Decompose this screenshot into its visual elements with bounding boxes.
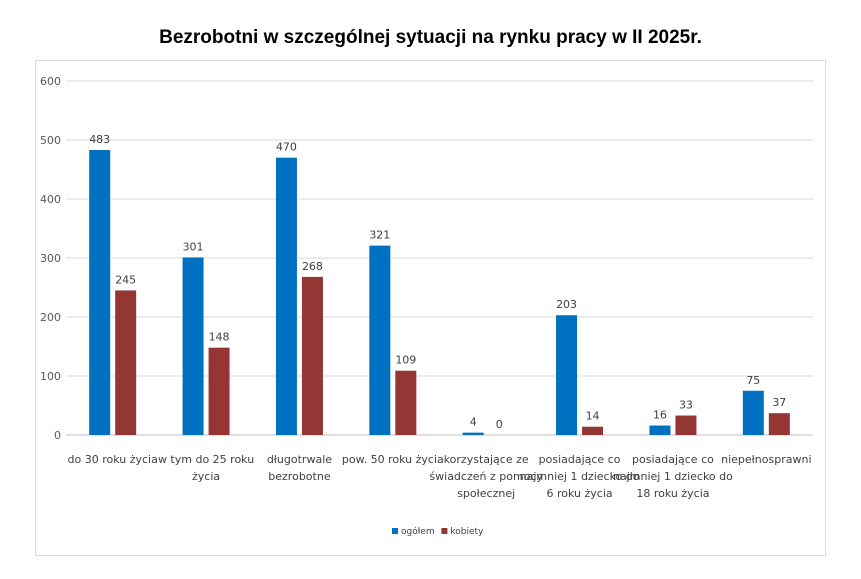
- category-label-line: pow. 50 roku życia: [342, 453, 444, 466]
- bar-kobiety: [582, 426, 604, 435]
- legend-label: ogółem: [401, 526, 435, 537]
- bar-ogółem: [742, 390, 764, 435]
- data-label: 268: [302, 260, 323, 273]
- data-label: 33: [679, 399, 693, 412]
- y-tick-label: 200: [40, 311, 61, 324]
- data-label: 483: [89, 133, 110, 146]
- bar-ogółem: [462, 432, 484, 435]
- category-label: posiadające co najmniej 1 dziecko do 18 ro…: [613, 453, 733, 500]
- chart-title: Bezrobotni w szczególnej sytuacji na ryn…: [159, 27, 702, 48]
- legend-swatch-kobiety: [441, 528, 448, 534]
- data-label: 109: [395, 354, 416, 367]
- category-label: posiadające co najmniej 1 dziecko do 6 rok…: [520, 453, 640, 500]
- data-label: 203: [556, 298, 577, 311]
- category-label-line: do 30 roku życia: [68, 453, 158, 466]
- category-label-line: posiadające co: [539, 453, 621, 466]
- bar-ogółem: [556, 315, 578, 435]
- category-label: niepełnosprawni: [721, 453, 811, 466]
- category-label: w tym do 25 roku życia: [158, 453, 254, 483]
- bar-ogółem: [369, 245, 391, 435]
- category-label-line: bezrobotne: [268, 470, 331, 483]
- bar-kobiety: [395, 370, 417, 435]
- data-label: 14: [586, 410, 600, 423]
- legend-label: kobiety: [450, 527, 484, 537]
- y-tick-label: 100: [40, 370, 61, 383]
- category-label-line: niepełnosprawni: [721, 453, 811, 466]
- y-tick-label: 0: [54, 429, 61, 442]
- data-label: 148: [209, 331, 230, 344]
- category-label-line: społecznej: [457, 487, 515, 500]
- data-label: 16: [653, 409, 667, 422]
- category-label-line: najmniej 1 dziecko do: [520, 470, 640, 483]
- bar-ogółem: [649, 425, 671, 435]
- category-label-line: w tym do 25 roku: [158, 453, 254, 466]
- data-label: 75: [746, 374, 760, 387]
- category-label-line: długotrwale: [267, 453, 332, 466]
- category-label-line: 18 roku życia: [636, 487, 709, 500]
- data-label: 301: [183, 240, 204, 253]
- chart-frame: [35, 60, 826, 556]
- data-label: 245: [115, 273, 136, 286]
- bar-kobiety: [675, 415, 697, 435]
- category-label: do 30 roku życia: [68, 453, 158, 466]
- y-tick-label: 300: [40, 252, 61, 265]
- bar-kobiety: [208, 347, 230, 435]
- legend-swatch-ogółem: [392, 528, 398, 534]
- bar-kobiety: [115, 290, 137, 435]
- category-label-line: najmniej 1 dziecko do: [613, 470, 733, 483]
- category-label-line: świadczeń z pomocy: [429, 470, 543, 483]
- data-label: 321: [369, 229, 390, 242]
- category-label: korzystające ze świadczeń z pomocy społecz…: [429, 453, 543, 500]
- data-label: 4: [470, 416, 477, 429]
- bar-kobiety: [301, 276, 323, 435]
- category-label-line: 6 roku życia: [546, 487, 612, 500]
- y-tick-label: 400: [40, 193, 61, 206]
- bar-ogółem: [89, 150, 111, 435]
- y-tick-label: 500: [40, 134, 61, 147]
- bar-ogółem: [275, 157, 297, 435]
- bar-ogółem: [182, 257, 204, 435]
- category-label: pow. 50 roku życia: [342, 453, 444, 466]
- bar-kobiety: [768, 413, 790, 435]
- category-label-line: życia: [192, 470, 220, 483]
- data-label: 470: [276, 141, 297, 154]
- data-label: 0: [496, 418, 503, 431]
- category-label-line: posiadające co: [632, 453, 714, 466]
- category-label-line: korzystające ze: [444, 453, 529, 466]
- category-label: długotrwale bezrobotne: [267, 453, 332, 483]
- data-label: 37: [772, 396, 786, 409]
- y-tick-label: 600: [40, 75, 61, 88]
